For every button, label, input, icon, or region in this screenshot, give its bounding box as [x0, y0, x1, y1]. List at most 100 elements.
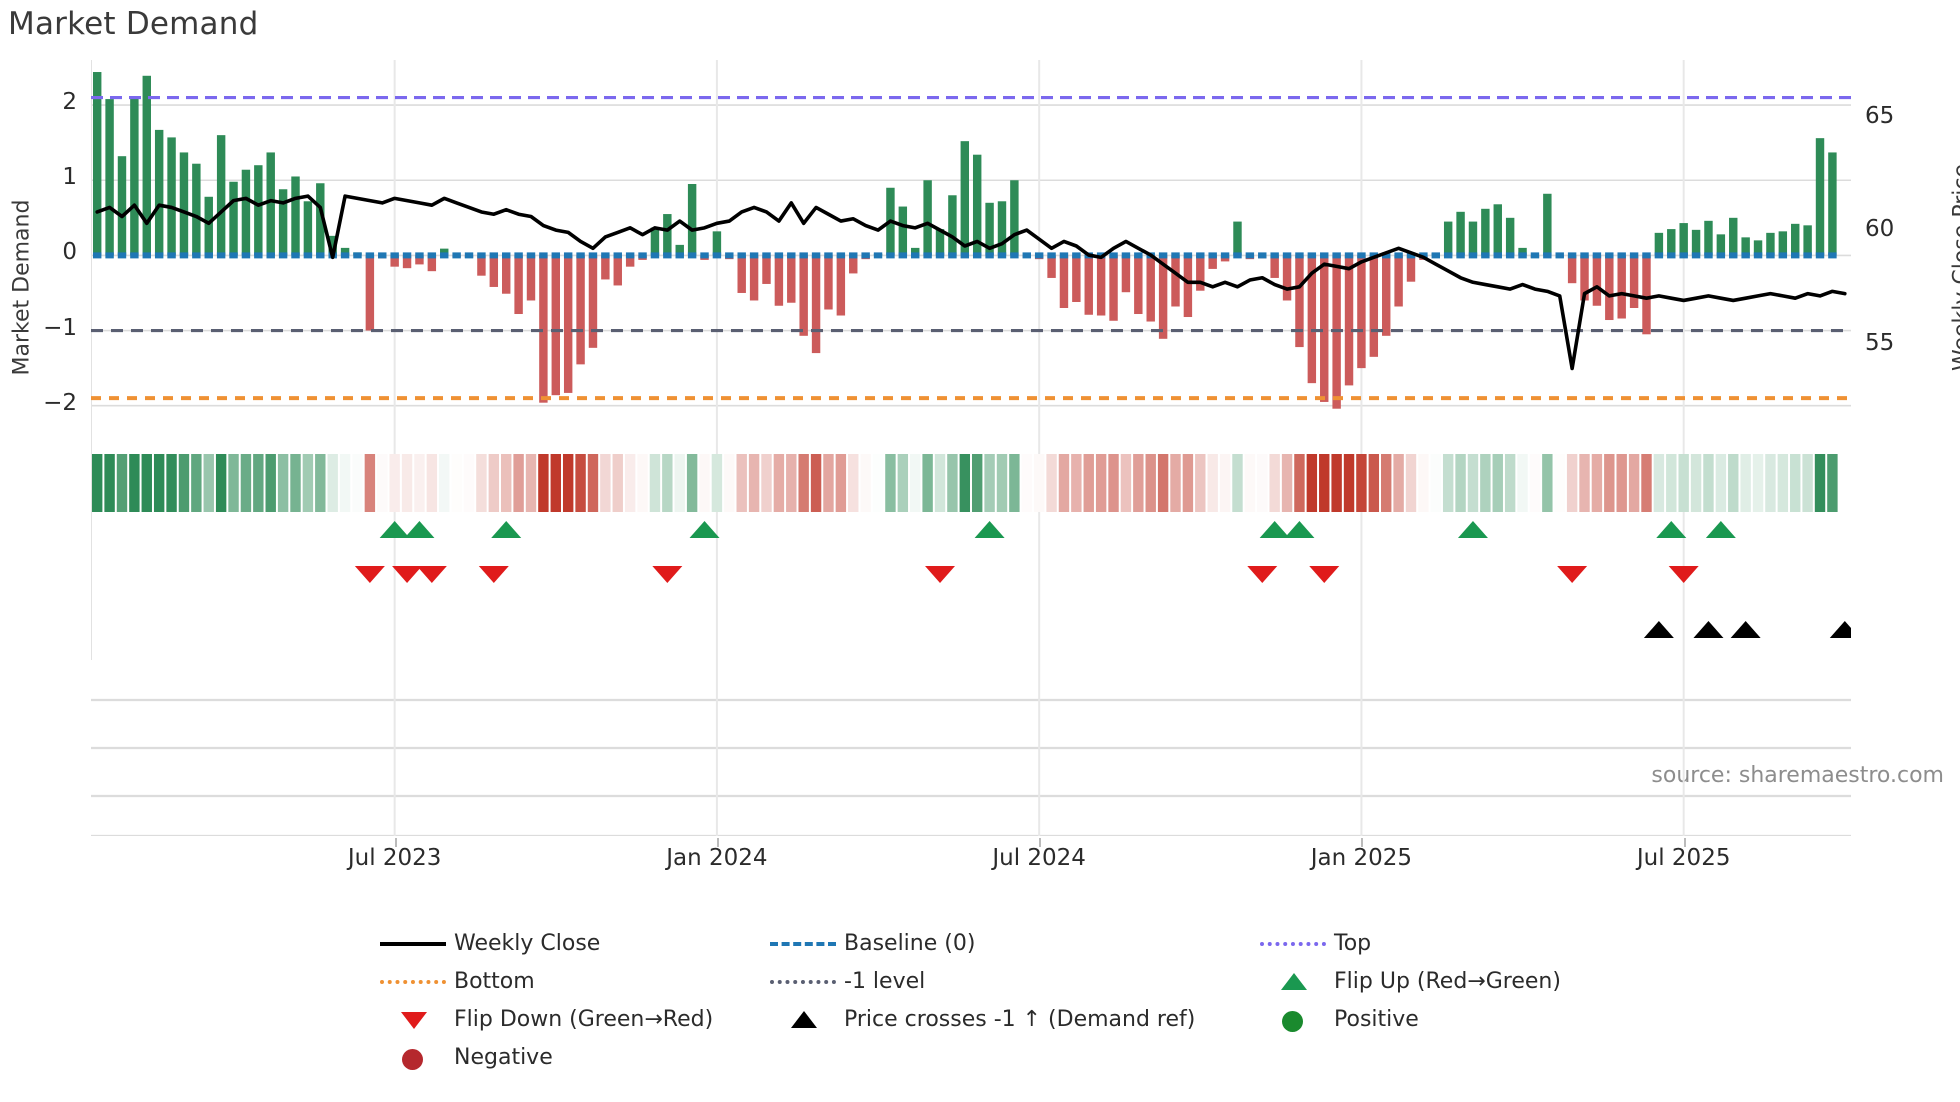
baseline-marker — [1369, 252, 1379, 259]
price-cross-marker — [1693, 621, 1724, 638]
baseline-marker — [1059, 252, 1069, 259]
heatmap-cell — [1343, 454, 1355, 512]
demand-bar-positive — [1741, 237, 1750, 256]
demand-bar-positive — [1729, 217, 1738, 256]
baseline-marker — [1741, 252, 1750, 259]
legend-item-dotted-gray-line[interactable]: -1 level — [770, 968, 925, 994]
baseline-marker — [613, 252, 622, 259]
baseline-marker — [1815, 252, 1825, 259]
demand-bar-positive — [985, 202, 994, 256]
demand-bar-positive — [1481, 208, 1490, 256]
demand-bar-positive — [1803, 225, 1812, 256]
baseline-marker — [1691, 252, 1701, 259]
heatmap-cell — [736, 454, 747, 512]
demand-bar-negative — [1307, 255, 1317, 384]
baseline-marker — [1332, 252, 1341, 259]
baseline-marker — [849, 252, 858, 259]
x-tick: Jul 2024 — [992, 845, 1086, 871]
heatmap-cell — [166, 454, 177, 512]
demand-bar-positive — [997, 201, 1007, 256]
baseline-marker — [440, 252, 449, 259]
legend-item-dark-red-dot[interactable]: Negative — [380, 1044, 553, 1070]
baseline-marker — [452, 252, 461, 259]
baseline-marker — [353, 252, 362, 259]
flip-up-marker — [404, 521, 435, 538]
heatmap-cell — [215, 454, 227, 512]
heatmap-cell — [538, 454, 549, 512]
demand-bar-negative — [1134, 255, 1143, 315]
baseline-marker — [1072, 252, 1081, 259]
baseline-marker — [749, 252, 759, 259]
legend-item-green-dot[interactable]: Positive — [1260, 1006, 1419, 1032]
flip-down-marker — [478, 566, 509, 583]
demand-bar-negative — [762, 255, 771, 284]
baseline-marker — [1766, 252, 1775, 259]
demand-bar-negative — [811, 255, 821, 354]
heatmap-cell — [1455, 454, 1466, 512]
demand-bar-negative — [737, 255, 746, 293]
heatmap-cell — [426, 454, 438, 512]
line-icon — [380, 930, 446, 956]
heatmap-cell — [414, 454, 425, 512]
heatmap-cell — [1492, 454, 1503, 512]
baseline-marker — [539, 252, 548, 259]
heatmap-cell — [488, 454, 500, 512]
baseline-marker — [105, 252, 114, 259]
demand-bar-negative — [477, 255, 486, 276]
heatmap-cell — [1157, 454, 1169, 512]
heatmap-cell — [513, 454, 524, 512]
demand-bar-positive — [340, 247, 350, 256]
legend-item-solid-black-line[interactable]: Weekly Close — [380, 930, 600, 956]
baseline-marker — [1109, 252, 1118, 259]
baseline-marker — [923, 252, 932, 259]
heatmap-cell — [1232, 454, 1243, 512]
demand-bar-negative — [613, 255, 622, 286]
baseline-marker — [675, 252, 684, 259]
legend-item-dashed-blue-line[interactable]: Baseline (0) — [770, 930, 975, 956]
baseline-marker — [167, 252, 176, 259]
demand-bar-positive — [687, 184, 697, 256]
demand-bar-positive — [1505, 217, 1515, 256]
baseline-marker — [588, 252, 598, 259]
demand-bar-negative — [390, 255, 399, 267]
chart-plot-area — [91, 60, 1851, 836]
legend-item-dotted-orange-line[interactable]: Bottom — [380, 968, 535, 994]
heatmap-cell — [1058, 454, 1070, 512]
heatmap-cell — [699, 454, 710, 512]
legend-item-dotted-purple-line[interactable]: Top — [1260, 930, 1371, 956]
legend-item-black-triangle-up[interactable]: Price crosses -1 ↑ (Demand ref) — [770, 1006, 1195, 1032]
baseline-marker — [824, 252, 833, 259]
baseline-marker — [1270, 252, 1279, 259]
baseline-marker — [92, 252, 102, 259]
baseline-marker — [192, 252, 201, 259]
heatmap-cell — [773, 454, 785, 512]
demand-bar-positive — [898, 206, 908, 256]
heatmap-cell — [959, 454, 971, 512]
source-watermark: source: sharemaestro.com — [1651, 763, 1944, 788]
y-axis-label-right: Weekly Close Price — [1949, 164, 1960, 371]
baseline-marker — [1245, 252, 1255, 259]
demand-bar-positive — [105, 99, 114, 256]
heatmap-cell — [1368, 454, 1380, 512]
flip-up-marker — [491, 521, 522, 538]
demand-bar-positive — [960, 141, 970, 256]
baseline-marker — [935, 252, 945, 259]
legend-item-red-triangle-down[interactable]: Flip Down (Green→Red) — [380, 1006, 713, 1032]
baseline-marker — [142, 252, 151, 259]
demand-bar-negative — [1270, 255, 1279, 278]
baseline-marker — [1258, 252, 1267, 259]
flip-down-marker — [392, 566, 423, 583]
heatmap-cell — [1145, 454, 1156, 512]
baseline-marker — [1505, 252, 1515, 259]
baseline-marker — [1443, 252, 1453, 259]
demand-bar-positive — [303, 201, 313, 256]
demand-bar-positive — [650, 227, 660, 256]
heatmap-cell — [910, 454, 921, 512]
heatmap-cell — [1405, 454, 1417, 512]
weekly-close-line — [95, 194, 1847, 371]
baseline-marker — [886, 252, 895, 259]
demand-bar-positive — [1468, 221, 1478, 256]
y-tick-left: −1 — [43, 314, 77, 341]
baseline-marker — [985, 252, 994, 259]
legend-item-green-triangle-up[interactable]: Flip Up (Red→Green) — [1260, 968, 1561, 994]
